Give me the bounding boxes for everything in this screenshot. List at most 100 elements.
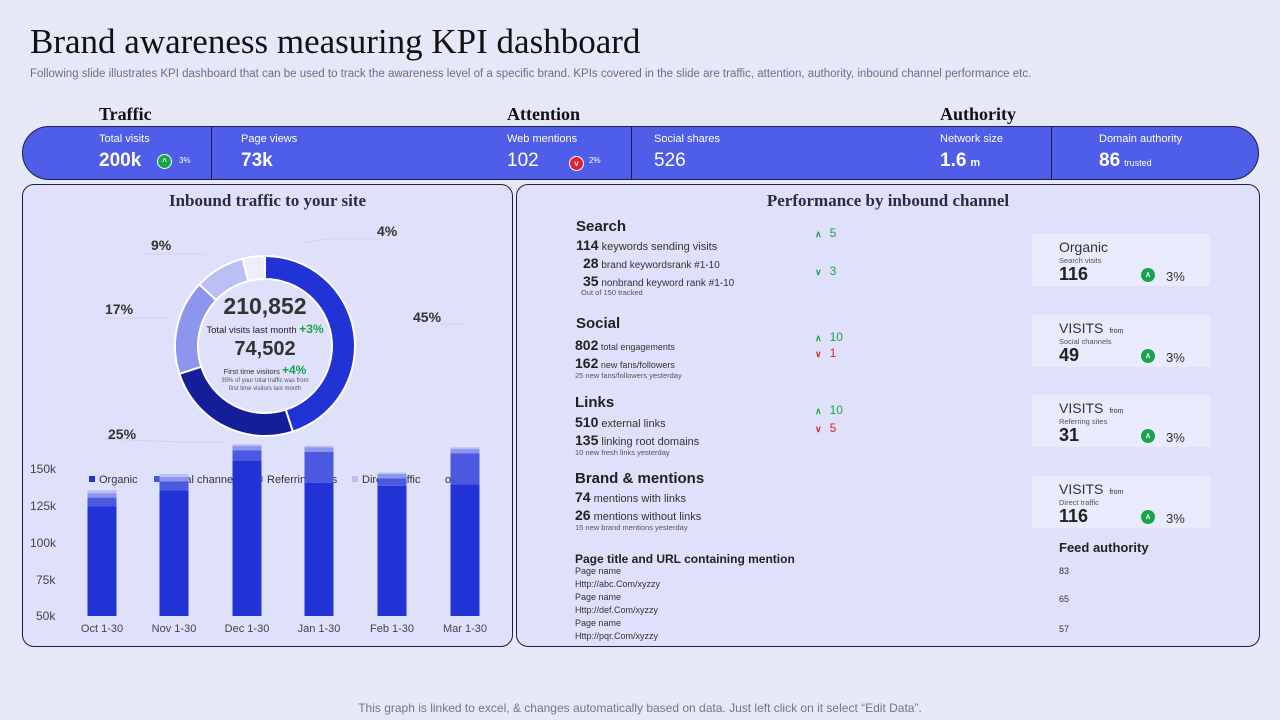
y-tick: 75k (36, 573, 56, 587)
social-note: 25 new fans/followers yesterday (575, 371, 682, 380)
stacked-bar-chart (87, 444, 480, 616)
legend-organic: Organic (89, 474, 138, 486)
bar-segment (304, 451, 334, 483)
total-visits-label: Total visits last month (206, 325, 297, 336)
up-arrow-icon: ^ (157, 154, 172, 169)
bar-segment (159, 481, 189, 491)
kpi-label: Network size (940, 133, 1003, 145)
donut-slice (241, 254, 266, 283)
first-time-change: +4% (281, 363, 307, 377)
bar-segment (232, 460, 262, 616)
bar-segment (87, 490, 117, 494)
x-tick: Nov 1-30 (151, 623, 197, 635)
brand-keywords-label: brand keywordsrank #1-10 (601, 260, 720, 271)
search-keywords-value: 114 (576, 237, 599, 253)
card-subtitle: Direct traffic (1059, 498, 1099, 507)
visits-card-referring: VISITS from Referring sites 31 ∧ 3% (1032, 395, 1210, 447)
kpi-label: Total visits (99, 133, 150, 145)
social-heading: Social (576, 315, 621, 332)
card-subtitle: Social channels (1059, 337, 1112, 346)
section-traffic: Traffic (99, 104, 152, 124)
bar-segment (377, 472, 407, 474)
feed-authority-value: 57 (1059, 624, 1070, 634)
engagements-label: total engagements (600, 342, 675, 352)
links-change-up: 10 (829, 403, 843, 417)
kpi-divider (631, 127, 632, 179)
kpi-value: 1.6 (940, 150, 967, 171)
bar-segment (232, 444, 262, 446)
bar-segment (304, 445, 334, 448)
leader-line (101, 438, 222, 443)
card-from: from (1109, 489, 1124, 496)
card-change: 3% (1166, 511, 1185, 526)
bar-segment (232, 450, 262, 461)
mentions-nolinks-value: 26 (575, 507, 591, 523)
donut-slice (264, 254, 356, 433)
kpi-unit: trusted (1124, 158, 1152, 168)
card-change: 3% (1166, 269, 1185, 284)
up-arrow-icon: ∧ (815, 229, 822, 239)
leader-line (303, 238, 382, 244)
kpi-value: 102 (507, 150, 539, 171)
x-tick: Jan 1-30 (297, 623, 341, 635)
kpi-value: 73k (241, 150, 273, 171)
kpi-value: 86 (1099, 150, 1121, 171)
total-visits-change: +3% (299, 322, 324, 336)
kpi-label: Domain authority (1099, 133, 1183, 145)
nonbrand-keywords-label: nonbrand keyword rank #1-10 (601, 278, 735, 289)
mentions-links-label: mentions with links (593, 493, 686, 505)
links-note: 10 new fresh links yesterday (575, 448, 670, 457)
x-tick: Mar 1-30 (442, 623, 488, 635)
brand-keywords-value: 28 (583, 255, 599, 271)
card-value: 116 (1059, 264, 1089, 284)
kpi-bar: Total visits 200k ^ 3% Page views 73k We… (22, 126, 1259, 180)
card-change: 3% (1166, 430, 1185, 445)
search-heading: Search (576, 218, 627, 235)
followers-value: 162 (575, 355, 599, 371)
search-change: 3 (829, 264, 837, 278)
page-name: Page name (575, 618, 622, 628)
kpi-label: Social shares (654, 133, 721, 145)
feed-authority-value: 65 (1059, 594, 1070, 604)
visits-card-organic: Organic Search visits 116 ∧ 3% (1032, 234, 1210, 286)
kpi-label: Page views (241, 133, 298, 145)
bar-segment (159, 473, 189, 477)
page-url-link[interactable]: Http://abc.Com/xyzzy (575, 579, 661, 589)
links-heading: Links (575, 394, 615, 411)
bar-segment (450, 453, 480, 485)
up-arrow-icon: ∧ (815, 406, 822, 416)
external-links-value: 510 (575, 414, 599, 430)
up-arrow-icon: ∧ (815, 333, 822, 343)
x-tick: Oct 1-30 (80, 623, 124, 635)
total-visits-value: 210,852 (223, 293, 307, 319)
bar-segment (377, 485, 407, 616)
bar-segment (450, 447, 480, 449)
card-from: from (1109, 408, 1124, 415)
bar-segment (87, 493, 117, 498)
bar-segment (304, 447, 334, 452)
social-change-up: 10 (829, 330, 843, 344)
first-time-note: first time visitors last month (228, 386, 302, 392)
footer-note: This graph is linked to excel, & changes… (358, 701, 922, 715)
first-time-visitors-value: 74,502 (234, 338, 296, 360)
kpi-divider (1051, 127, 1052, 179)
bar-segment (232, 445, 262, 451)
kpi-unit: m (970, 157, 981, 169)
social-change-down: 1 (829, 346, 837, 360)
donut-label: 45% (413, 309, 442, 325)
card-value: 49 (1059, 345, 1080, 365)
page-title: Brand awareness measuring KPI dashboard (30, 22, 641, 61)
section-authority: Authority (940, 104, 1016, 124)
x-tick: Dec 1-30 (224, 623, 270, 635)
page-url-link[interactable]: Http://pqr.Com/xyzzy (575, 631, 659, 641)
first-time-label: First time visitors (223, 367, 280, 376)
bar-segment (377, 473, 407, 479)
feed-authority-heading: Feed authority (1059, 540, 1149, 555)
bar-segment (450, 448, 480, 454)
kpi-label: Web mentions (507, 133, 578, 145)
x-tick: Feb 1-30 (369, 623, 415, 635)
page-url-link[interactable]: Http://def.Com/xyzzy (575, 605, 659, 615)
visits-card-social: VISITS from Social channels 49 ∧ 3% (1032, 315, 1210, 367)
section-attention: Attention (507, 104, 580, 124)
brand-note: 15 new brand mentions yesterday (575, 523, 688, 532)
